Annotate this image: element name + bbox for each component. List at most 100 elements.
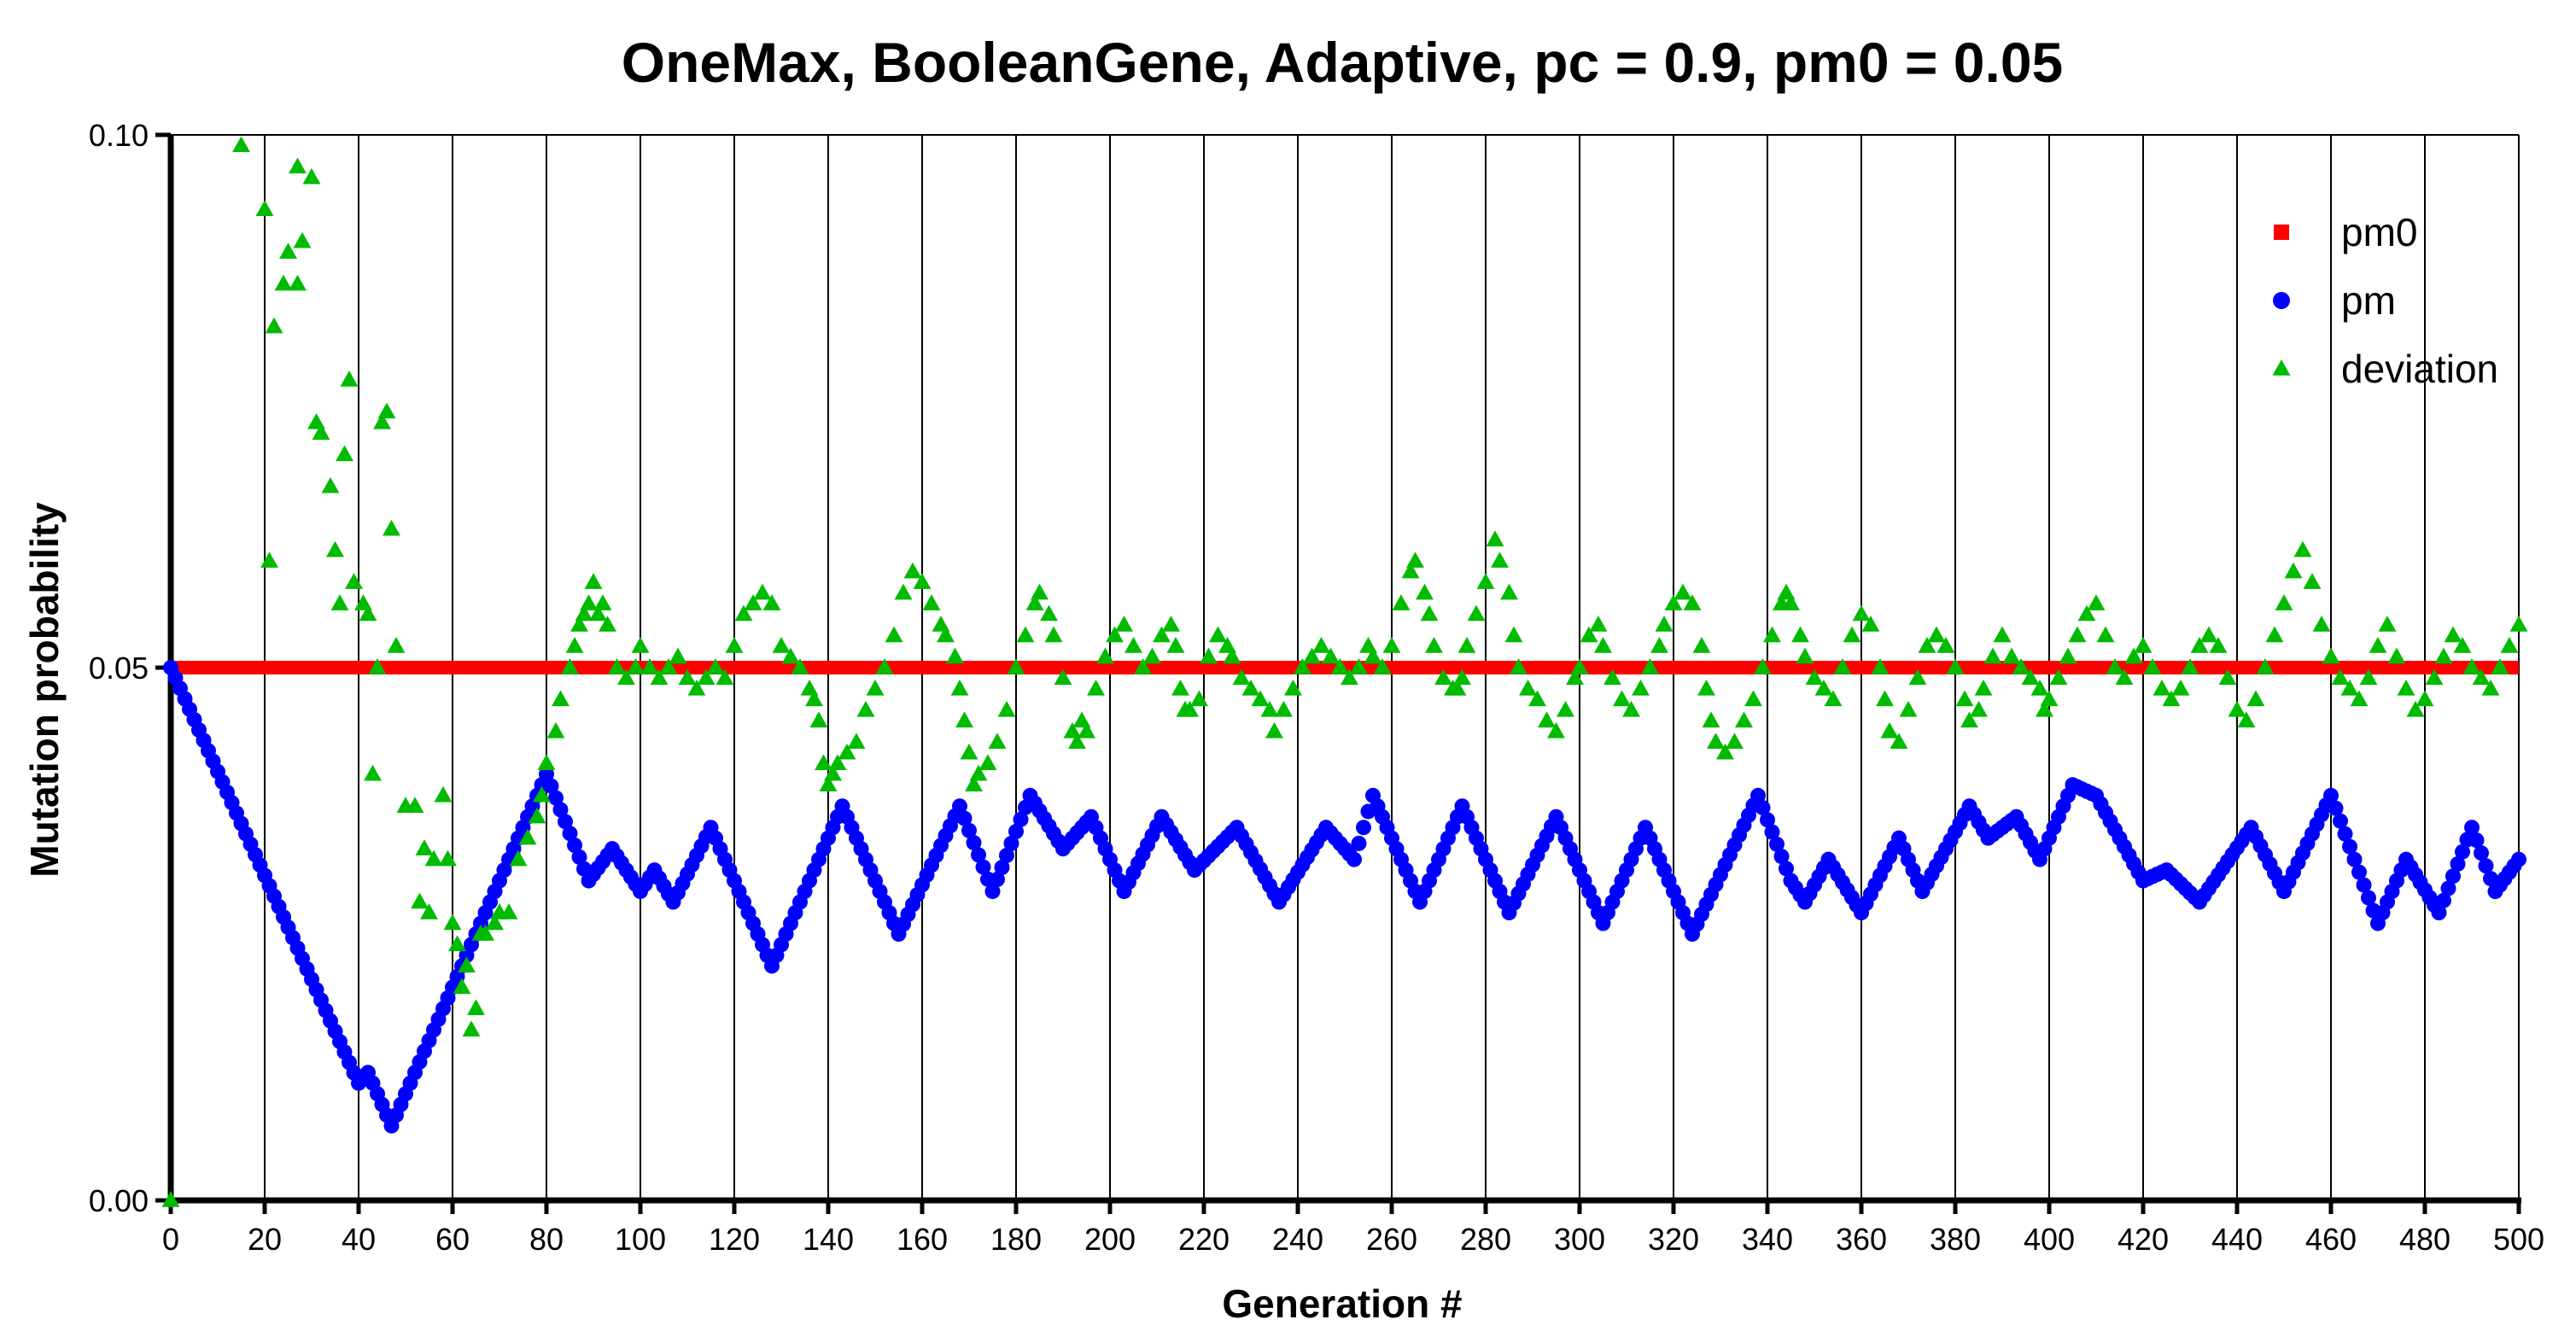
pm-point <box>966 835 982 851</box>
deviation-point <box>2059 647 2077 664</box>
x-tick-label: 120 <box>709 1222 760 1257</box>
deviation-point <box>161 1191 180 1207</box>
pm-point <box>2511 851 2526 867</box>
deviation-point <box>1960 711 1978 728</box>
deviation-point <box>946 647 964 664</box>
deviation-point <box>1650 637 1668 653</box>
pm-point <box>2356 877 2372 893</box>
deviation-point <box>2228 700 2246 717</box>
deviation-point <box>1401 562 1420 579</box>
deviation-point <box>824 764 842 781</box>
deviation-point <box>1382 637 1401 653</box>
deviation-point <box>1054 668 1072 686</box>
deviation-point <box>1434 668 1452 686</box>
deviation-point <box>1570 658 1589 674</box>
deviation-point <box>608 658 626 674</box>
deviation-point <box>321 476 340 493</box>
x-tick-label: 0 <box>162 1222 179 1257</box>
deviation-point <box>1190 690 1208 707</box>
deviation-point <box>1016 626 1035 643</box>
deviation-point <box>467 999 485 1016</box>
data-series <box>161 136 2528 1207</box>
pm-point <box>2478 858 2494 874</box>
deviation-point <box>1782 594 1800 610</box>
deviation-point <box>2040 690 2059 707</box>
deviation-point <box>1519 679 1537 696</box>
deviation-point <box>875 658 894 674</box>
deviation-point <box>1124 637 1142 653</box>
deviation-point <box>1557 700 1574 717</box>
x-tick-label: 420 <box>2117 1222 2169 1257</box>
deviation-point <box>593 594 612 610</box>
deviation-point <box>1007 658 1025 674</box>
deviation-point <box>1641 658 1659 674</box>
deviation-point <box>2462 658 2481 674</box>
deviation-point <box>631 637 650 653</box>
deviation-point <box>1632 679 1650 696</box>
x-tick-label: 460 <box>2305 1222 2357 1257</box>
x-axis-label: Generation # <box>1222 1281 1462 1326</box>
pm-point <box>571 849 587 865</box>
x-tick-label: 100 <box>615 1222 666 1257</box>
pm-point <box>2333 813 2348 829</box>
deviation-point <box>1044 626 1063 643</box>
deviation-point <box>302 167 321 184</box>
deviation-point <box>2190 637 2209 653</box>
deviation-point <box>1697 679 1715 696</box>
deviation-point <box>552 690 570 707</box>
deviation-point <box>1547 721 1565 738</box>
deviation-point <box>2256 658 2275 674</box>
deviation-point <box>1843 626 1861 643</box>
x-tick-label: 340 <box>1742 1222 1793 1257</box>
deviation-point <box>1528 690 1546 707</box>
deviation-point <box>1416 583 1434 600</box>
deviation-point <box>359 604 377 622</box>
deviation-point <box>1674 583 1692 600</box>
deviation-point <box>1594 637 1612 653</box>
legend-item-pm0: pm0 <box>2274 210 2417 254</box>
deviation-point <box>424 849 443 867</box>
deviation-point <box>1744 690 1762 707</box>
deviation-point <box>937 626 955 643</box>
deviation-point <box>885 626 903 643</box>
deviation-point <box>2181 658 2199 674</box>
pm-point <box>2464 820 2480 836</box>
deviation-point <box>1209 626 1227 643</box>
deviation-point <box>1078 721 1095 738</box>
deviation-point <box>2434 647 2453 664</box>
legend-label: pm <box>2341 278 2396 323</box>
pm-point <box>1760 812 1775 828</box>
pm-point <box>2474 845 2489 861</box>
deviation-point <box>1974 679 1993 696</box>
pm-point <box>952 798 967 814</box>
deviation-point <box>2068 626 2087 643</box>
deviation-point <box>279 242 297 259</box>
deviation-point <box>828 754 847 771</box>
deviation-point <box>580 594 598 610</box>
pm-point <box>2361 890 2376 906</box>
deviation-point <box>2322 647 2340 664</box>
deviation-point <box>2106 658 2124 674</box>
deviation-point <box>2153 679 2171 696</box>
deviation-point <box>565 637 584 653</box>
pm-point <box>567 838 582 853</box>
x-tick-label: 280 <box>1460 1222 1511 1257</box>
x-tick-label: 160 <box>897 1222 948 1257</box>
deviation-point <box>312 423 330 441</box>
deviation-point <box>1392 594 1411 610</box>
deviation-point <box>1448 679 1467 696</box>
deviation-point <box>345 573 363 589</box>
deviation-point <box>678 668 697 686</box>
deviation-point <box>1754 658 1772 674</box>
deviation-point <box>1031 583 1049 600</box>
deviation-point <box>293 231 312 248</box>
pm-point <box>2450 855 2466 872</box>
deviation-point <box>838 743 856 760</box>
pm-point <box>2351 864 2367 880</box>
x-tick-label: 140 <box>803 1222 854 1257</box>
legend-label: deviation <box>2341 347 2498 391</box>
deviation-point <box>1580 626 1598 643</box>
deviation-point <box>978 754 997 771</box>
deviation-point <box>443 914 462 931</box>
deviation-point <box>1763 626 1781 643</box>
